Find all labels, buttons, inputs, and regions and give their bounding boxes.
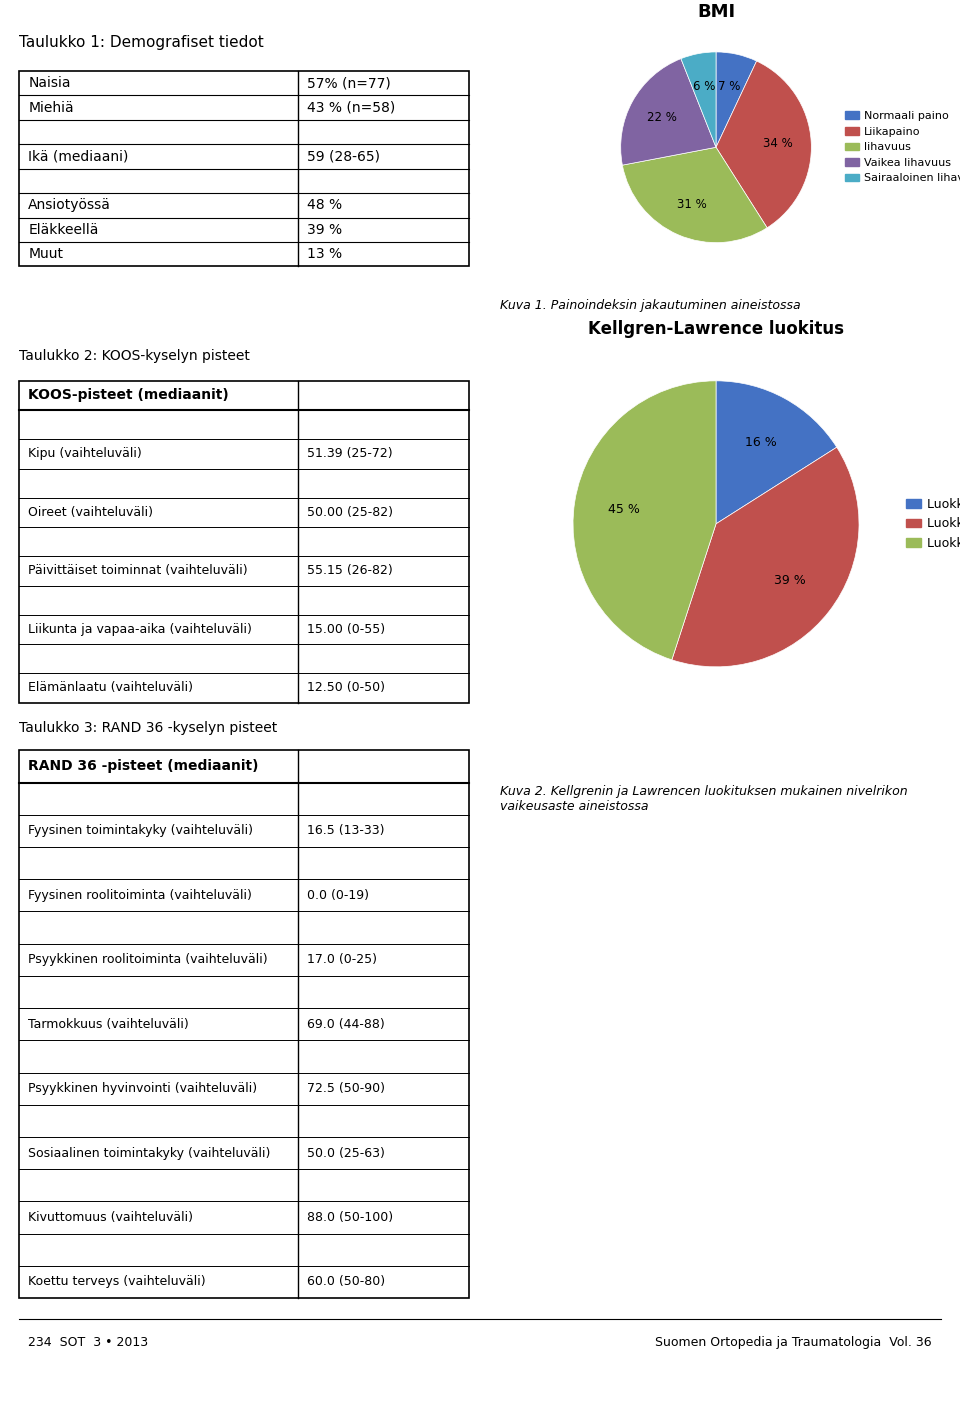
Legend: Normaali paino, Liikapaino, lihavuus, Vaikea lihavuus, Sairaaloinen lihavuus: Normaali paino, Liikapaino, lihavuus, Va… [841,107,960,188]
Text: 60.0 (50-80): 60.0 (50-80) [307,1275,385,1288]
Text: Koettu terveys (vaihteluväli): Koettu terveys (vaihteluväli) [28,1275,205,1288]
Text: 43 % (n=58): 43 % (n=58) [307,101,396,115]
Text: Kivuttomuus (vaihteluväli): Kivuttomuus (vaihteluväli) [28,1211,193,1225]
Text: Kuva 2. Kellgrenin ja Lawrencen luokituksen mukainen nivelrikon
vaikeusaste aine: Kuva 2. Kellgrenin ja Lawrencen luokituk… [500,786,908,813]
Text: Kuva 1. Painoindeksin jakautuminen aineistossa: Kuva 1. Painoindeksin jakautuminen ainei… [500,299,801,312]
Text: 234  SOT  3 • 2013: 234 SOT 3 • 2013 [29,1336,149,1350]
Text: Oireet (vaihteluväli): Oireet (vaihteluväli) [28,506,154,519]
Text: 34 %: 34 % [763,136,793,150]
Text: Päivittäiset toiminnat (vaihteluväli): Päivittäiset toiminnat (vaihteluväli) [28,564,248,578]
Text: Psyykkinen hyvinvointi (vaihteluväli): Psyykkinen hyvinvointi (vaihteluväli) [28,1083,257,1095]
Text: Ansiotyössä: Ansiotyössä [28,198,111,212]
Text: Fyysinen toimintakyky (vaihteluväli): Fyysinen toimintakyky (vaihteluväli) [28,824,253,838]
Wedge shape [681,52,716,148]
Wedge shape [622,148,767,243]
Text: 31 %: 31 % [677,198,707,211]
Text: 48 %: 48 % [307,198,342,212]
Text: Elämänlaatu (vaihteluväli): Elämänlaatu (vaihteluväli) [28,682,193,695]
Text: Taulukko 3: RAND 36 -kyselyn pisteet: Taulukko 3: RAND 36 -kyselyn pisteet [19,721,277,735]
Text: Kipu (vaihteluväli): Kipu (vaihteluväli) [28,447,142,461]
Text: 50.00 (25-82): 50.00 (25-82) [307,506,393,519]
Wedge shape [716,381,837,524]
Text: Sosiaalinen toimintakyky (vaihteluväli): Sosiaalinen toimintakyky (vaihteluväli) [28,1146,271,1160]
Text: 45 %: 45 % [609,503,640,516]
Text: 39 %: 39 % [774,574,805,588]
Legend: Luokka 2, Luokka 3, Luokka 4: Luokka 2, Luokka 3, Luokka 4 [901,494,960,554]
Text: 72.5 (50-90): 72.5 (50-90) [307,1083,385,1095]
Text: Tarmokkuus (vaihteluväli): Tarmokkuus (vaihteluväli) [28,1018,189,1031]
Text: Eläkkeellä: Eläkkeellä [28,222,99,236]
Text: 50.0 (25-63): 50.0 (25-63) [307,1146,385,1160]
Text: 12.50 (0-50): 12.50 (0-50) [307,682,385,695]
Text: Naisia: Naisia [28,76,71,90]
Text: Taulukko 2: KOOS-kyselyn pisteet: Taulukko 2: KOOS-kyselyn pisteet [19,349,250,363]
Text: 16 %: 16 % [745,436,777,449]
Text: Liikunta ja vapaa-aika (vaihteluväli): Liikunta ja vapaa-aika (vaihteluväli) [28,623,252,636]
Text: Miehiä: Miehiä [28,101,74,115]
Text: KOOS-pisteet (mediaanit): KOOS-pisteet (mediaanit) [28,388,228,402]
Text: Ikä (mediaani): Ikä (mediaani) [28,149,129,163]
Text: 88.0 (50-100): 88.0 (50-100) [307,1211,393,1225]
Text: Fyysinen roolitoiminta (vaihteluväli): Fyysinen roolitoiminta (vaihteluväli) [28,889,252,901]
Bar [19,72,468,267]
Text: Suomen Ortopedia ja Traumatologia  Vol. 36: Suomen Ortopedia ja Traumatologia Vol. 3… [655,1336,931,1350]
Text: 59 (28-65): 59 (28-65) [307,149,380,163]
Text: 15.00 (0-55): 15.00 (0-55) [307,623,385,636]
Text: 16.5 (13-33): 16.5 (13-33) [307,824,384,838]
Wedge shape [573,381,716,659]
Wedge shape [716,60,811,228]
Wedge shape [716,52,756,148]
Text: 6 %: 6 % [693,80,715,93]
Text: 13 %: 13 % [307,247,342,262]
Text: RAND 36 -pisteet (mediaanit): RAND 36 -pisteet (mediaanit) [28,759,258,773]
Text: 51.39 (25-72): 51.39 (25-72) [307,447,393,461]
Text: Taulukko 1: Demografiset tiedot: Taulukko 1: Demografiset tiedot [19,35,264,51]
Text: 7 %: 7 % [718,80,741,93]
Text: Muut: Muut [28,247,63,262]
Text: Psyykkinen roolitoiminta (vaihteluväli): Psyykkinen roolitoiminta (vaihteluväli) [28,953,268,966]
Title: BMI: BMI [697,3,735,21]
Text: 0.0 (0-19): 0.0 (0-19) [307,889,369,901]
Text: 39 %: 39 % [307,222,342,236]
Text: 69.0 (44-88): 69.0 (44-88) [307,1018,385,1031]
Title: Kellgren-Lawrence luokitus: Kellgren-Lawrence luokitus [588,321,844,337]
Text: 55.15 (26-82): 55.15 (26-82) [307,564,393,578]
Wedge shape [672,447,859,666]
Text: 22 %: 22 % [647,111,677,124]
Wedge shape [621,59,716,165]
Text: 17.0 (0-25): 17.0 (0-25) [307,953,377,966]
Text: 57% (n=77): 57% (n=77) [307,76,391,90]
